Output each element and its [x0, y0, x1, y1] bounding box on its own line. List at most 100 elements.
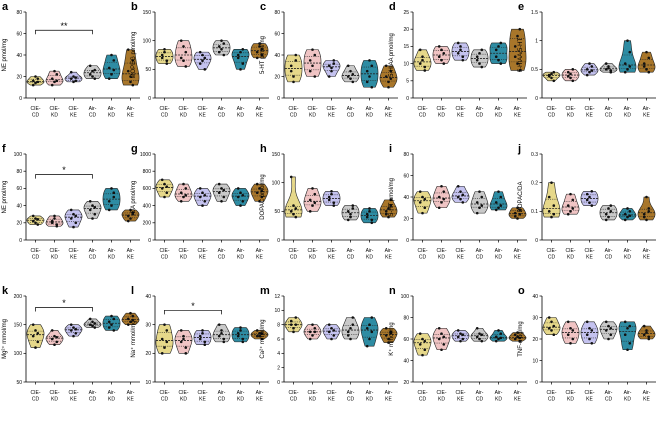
- violin-cie-kd: [303, 188, 322, 212]
- y-tick-label: 1: [535, 38, 538, 44]
- x-tick-label: KE: [643, 113, 650, 119]
- x-tick-label: KD: [108, 397, 115, 403]
- x-tick-label: Air-: [127, 106, 135, 112]
- data-point: [604, 212, 608, 216]
- y-tick-label: 0: [535, 380, 538, 386]
- data-point: [258, 200, 261, 203]
- data-point: [163, 182, 166, 186]
- data-point: [184, 193, 188, 197]
- panel-label: c: [260, 1, 266, 13]
- data-point: [370, 316, 374, 319]
- data-point: [258, 331, 261, 335]
- data-point: [217, 50, 221, 54]
- data-point: [198, 187, 202, 190]
- x-tick-label: Air-: [385, 106, 393, 112]
- data-point: [604, 62, 608, 65]
- data-point: [516, 62, 519, 65]
- data-point: [585, 68, 589, 71]
- data-point: [292, 212, 295, 216]
- data-point: [459, 190, 462, 193]
- panel-label: j: [517, 143, 521, 155]
- x-tick-label: KE: [457, 397, 464, 403]
- violin-cie-kd: [432, 185, 451, 209]
- data-point: [36, 223, 40, 226]
- y-tick-label: 30: [145, 322, 151, 328]
- data-point: [236, 53, 240, 57]
- data-point: [552, 70, 556, 74]
- x-tick-label: CD: [476, 397, 484, 403]
- data-point: [179, 329, 183, 332]
- data-point: [623, 70, 627, 74]
- data-point: [36, 218, 40, 221]
- x-tick-label: KE: [328, 397, 335, 403]
- data-point: [550, 181, 553, 184]
- data-point: [217, 323, 221, 326]
- data-point: [349, 212, 352, 216]
- y-axis-label: Mg²⁺ mmol/mg: [1, 319, 8, 359]
- data-point: [163, 346, 166, 349]
- y-tick-label: 40: [274, 53, 280, 59]
- x-tick-label: Air-: [218, 390, 226, 396]
- data-point: [456, 51, 460, 55]
- y-tick-label: 60: [403, 173, 409, 179]
- y-tick-label: 80: [16, 10, 22, 16]
- data-point: [184, 50, 188, 54]
- x-tick-label: CIE-: [50, 248, 60, 254]
- violin-air-cd: [212, 183, 231, 202]
- data-point: [569, 192, 572, 196]
- x-tick-label: KD: [567, 255, 574, 261]
- data-point: [604, 320, 608, 324]
- y-axis-label: DOPAC/DA: [518, 182, 524, 213]
- y-tick-label: 80: [403, 315, 409, 321]
- data-point: [478, 337, 481, 341]
- data-point: [36, 340, 40, 344]
- data-point: [475, 55, 479, 59]
- x-tick-label: CIE-: [69, 390, 79, 396]
- x-tick-label: KD: [237, 113, 244, 119]
- panel-label: a: [2, 1, 9, 13]
- data-point: [131, 314, 135, 318]
- data-point: [499, 195, 503, 199]
- data-point: [236, 187, 240, 190]
- data-point: [550, 329, 553, 332]
- data-point: [241, 62, 245, 65]
- data-point: [626, 348, 629, 352]
- x-tick-label: CIE-: [327, 390, 337, 396]
- data-point: [499, 332, 503, 335]
- data-point: [260, 53, 264, 57]
- data-point: [313, 53, 317, 57]
- data-point: [69, 77, 73, 80]
- data-point: [34, 221, 37, 225]
- data-point: [437, 55, 441, 59]
- x-tick-label: CIE-: [418, 106, 428, 112]
- data-point: [461, 193, 465, 197]
- significance-bracket: [35, 174, 93, 179]
- data-point: [241, 193, 245, 197]
- y-tick-label: 4: [277, 351, 280, 357]
- data-point: [294, 316, 298, 319]
- data-point: [423, 197, 427, 201]
- data-point: [365, 326, 369, 330]
- x-tick-label: Air-: [127, 390, 135, 396]
- y-tick-label: 0.1: [531, 209, 538, 215]
- x-tick-label: CD: [32, 255, 40, 261]
- x-tick-label: CIE-: [566, 248, 576, 254]
- x-tick-label: CIE-: [437, 248, 447, 254]
- violin-cie-ke: [451, 42, 470, 61]
- data-point: [93, 326, 97, 329]
- data-point: [258, 42, 261, 45]
- data-point: [107, 208, 111, 212]
- data-point: [36, 77, 40, 80]
- violin-air-cd: [341, 65, 360, 83]
- data-point: [609, 333, 613, 337]
- y-tick-label: 2: [277, 365, 280, 371]
- y-tick-label: 40: [16, 53, 22, 59]
- data-point: [459, 332, 462, 335]
- data-point: [418, 62, 422, 65]
- data-point: [182, 334, 185, 338]
- data-point: [74, 327, 78, 331]
- data-point: [351, 80, 355, 84]
- data-point: [260, 195, 264, 199]
- data-point: [34, 329, 37, 332]
- x-tick-label: KE: [457, 255, 464, 261]
